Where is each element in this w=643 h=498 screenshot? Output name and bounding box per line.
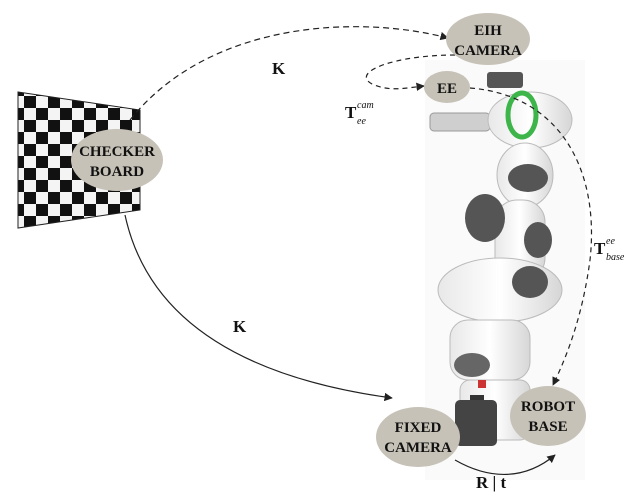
node-eih-camera: EIH CAMERA (446, 13, 530, 65)
node-checkerboard: CHECKER BOARD (71, 129, 163, 191)
checkerboard-label-line1: CHECKER (79, 144, 155, 160)
eih-camera-label-line1: EIH (474, 23, 502, 39)
ee-label: EE (437, 81, 457, 97)
k-label-bottom: K (233, 317, 247, 336)
t-ee-cam-sub: ee (357, 116, 366, 127)
robot-base-label-line2: BASE (528, 419, 567, 435)
edge-k-checkerboard-to-fixed-camera (124, 214, 393, 402)
edge-r-t (454, 454, 556, 476)
t-base-ee-base: T (594, 239, 606, 258)
r-t-label: R | t (476, 473, 507, 492)
k-label-top: K (272, 59, 286, 78)
t-ee-cam-sup: cam (357, 100, 374, 111)
fixed-camera-label-line2: CAMERA (384, 440, 452, 456)
t-ee-cam-base: T (345, 103, 357, 122)
t-ee-cam-label: T cam ee (345, 100, 374, 127)
edge-t-base-ee (469, 87, 593, 386)
fixed-camera-label-line1: FIXED (395, 420, 442, 436)
edge-k-checkerboard-to-eih-camera (129, 26, 449, 121)
robot-base-label-line1: ROBOT (521, 399, 575, 415)
node-ee: EE (424, 71, 470, 103)
eih-camera-label-line2: CAMERA (454, 43, 522, 59)
node-fixed-camera: FIXED CAMERA (376, 407, 460, 467)
checkerboard-label-line2: BOARD (90, 164, 144, 180)
t-base-ee-label: T ee base (594, 236, 625, 263)
edge-t-ee-cam-loop (365, 54, 456, 91)
t-base-ee-sub: base (606, 252, 625, 263)
edges (124, 26, 593, 476)
node-robot-base: ROBOT BASE (510, 386, 586, 446)
t-base-ee-sup: ee (606, 236, 615, 247)
